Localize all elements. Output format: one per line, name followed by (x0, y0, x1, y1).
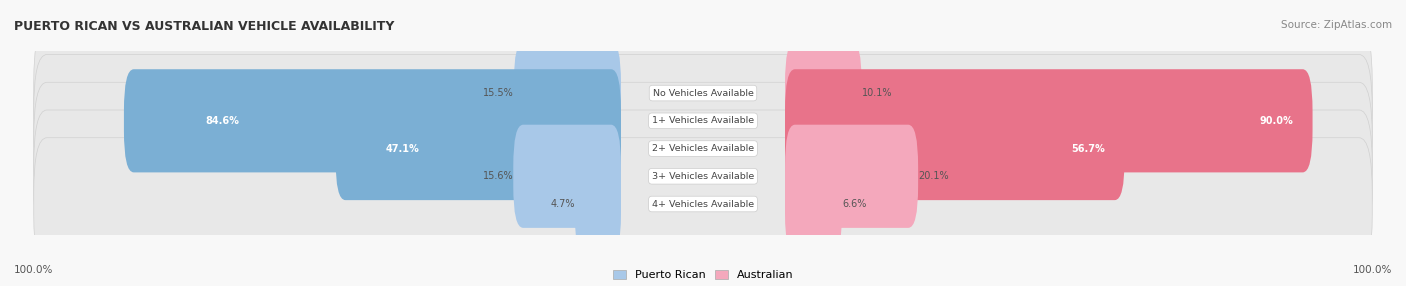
Text: 90.0%: 90.0% (1260, 116, 1294, 126)
Text: Source: ZipAtlas.com: Source: ZipAtlas.com (1281, 20, 1392, 30)
Text: 6.6%: 6.6% (842, 199, 866, 209)
Text: 84.6%: 84.6% (205, 116, 239, 126)
Text: 4+ Vehicles Available: 4+ Vehicles Available (652, 200, 754, 208)
Text: 3+ Vehicles Available: 3+ Vehicles Available (652, 172, 754, 181)
FancyBboxPatch shape (785, 152, 842, 256)
Text: 47.1%: 47.1% (385, 144, 419, 154)
Text: 100.0%: 100.0% (14, 265, 53, 275)
Text: 20.1%: 20.1% (918, 171, 949, 181)
Text: PUERTO RICAN VS AUSTRALIAN VEHICLE AVAILABILITY: PUERTO RICAN VS AUSTRALIAN VEHICLE AVAIL… (14, 20, 395, 33)
Text: 15.5%: 15.5% (484, 88, 513, 98)
FancyBboxPatch shape (34, 138, 1372, 270)
Legend: Puerto Rican, Australian: Puerto Rican, Australian (613, 270, 793, 280)
FancyBboxPatch shape (785, 69, 1313, 172)
FancyBboxPatch shape (34, 55, 1372, 187)
Text: 15.6%: 15.6% (482, 171, 513, 181)
FancyBboxPatch shape (575, 152, 621, 256)
FancyBboxPatch shape (34, 82, 1372, 215)
Text: 4.7%: 4.7% (550, 199, 575, 209)
Text: 100.0%: 100.0% (1353, 265, 1392, 275)
Text: 2+ Vehicles Available: 2+ Vehicles Available (652, 144, 754, 153)
FancyBboxPatch shape (785, 41, 862, 145)
FancyBboxPatch shape (34, 27, 1372, 159)
Text: No Vehicles Available: No Vehicles Available (652, 89, 754, 98)
FancyBboxPatch shape (513, 41, 621, 145)
Text: 10.1%: 10.1% (862, 88, 893, 98)
FancyBboxPatch shape (785, 125, 918, 228)
Text: 56.7%: 56.7% (1071, 144, 1105, 154)
FancyBboxPatch shape (124, 69, 621, 172)
FancyBboxPatch shape (336, 97, 621, 200)
FancyBboxPatch shape (34, 110, 1372, 243)
FancyBboxPatch shape (513, 125, 621, 228)
FancyBboxPatch shape (785, 97, 1125, 200)
Text: 1+ Vehicles Available: 1+ Vehicles Available (652, 116, 754, 125)
